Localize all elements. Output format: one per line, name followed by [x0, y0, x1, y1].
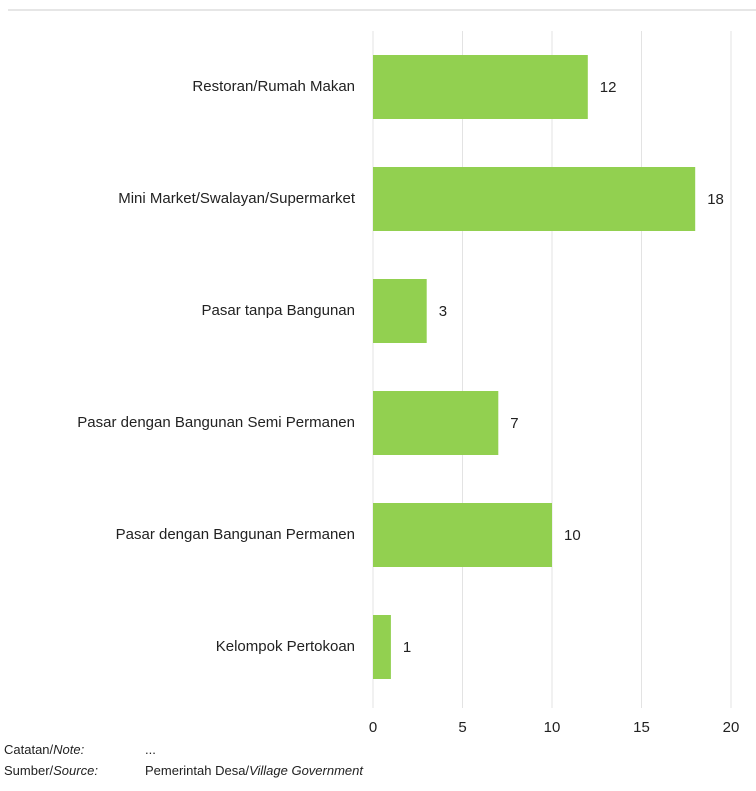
bar [373, 615, 391, 679]
source-label: Sumber/ [4, 763, 54, 778]
note: Catatan/Note:... [4, 742, 156, 757]
note-label: Catatan/ [4, 742, 54, 757]
source-label-en: Source: [53, 763, 98, 778]
bar [373, 391, 499, 455]
y-tick-label: Mini Market/Swalayan/Supermarket [118, 190, 356, 207]
source: Sumber/Source: Pemerintah Desa/Village Go… [4, 763, 364, 778]
y-tick-label: Pasar dengan Bangunan Permanen [116, 526, 355, 543]
value-label: 7 [510, 415, 518, 432]
bar [373, 167, 696, 231]
value-label: 10 [564, 527, 581, 544]
notes: Catatan/Note:... Sumber/Source: Pemerinta… [4, 742, 364, 778]
note-text: ... [145, 742, 156, 757]
note-label-en: Note: [53, 742, 84, 757]
source-text-en: Village Government [249, 763, 364, 778]
y-tick-label: Kelompok Pertokoan [216, 638, 355, 655]
value-label: 1 [403, 639, 411, 656]
y-tick-label: Pasar tanpa Bangunan [202, 302, 355, 319]
y-tick-label: Pasar dengan Bangunan Semi Permanen [77, 414, 355, 431]
y-tick-label: Restoran/Rumah Makan [192, 78, 355, 95]
x-tick-label: 15 [633, 719, 650, 736]
bar [373, 279, 427, 343]
source-text: Pemerintah Desa/ [145, 763, 249, 778]
x-tick-label: 20 [723, 719, 740, 736]
bar [373, 503, 552, 567]
x-tick-label: 5 [458, 719, 466, 736]
value-label: 18 [707, 191, 724, 208]
bar [373, 55, 588, 119]
value-label: 12 [600, 79, 617, 96]
x-tick-label: 0 [369, 719, 377, 736]
value-label: 3 [439, 303, 447, 320]
x-tick-label: 10 [544, 719, 561, 736]
